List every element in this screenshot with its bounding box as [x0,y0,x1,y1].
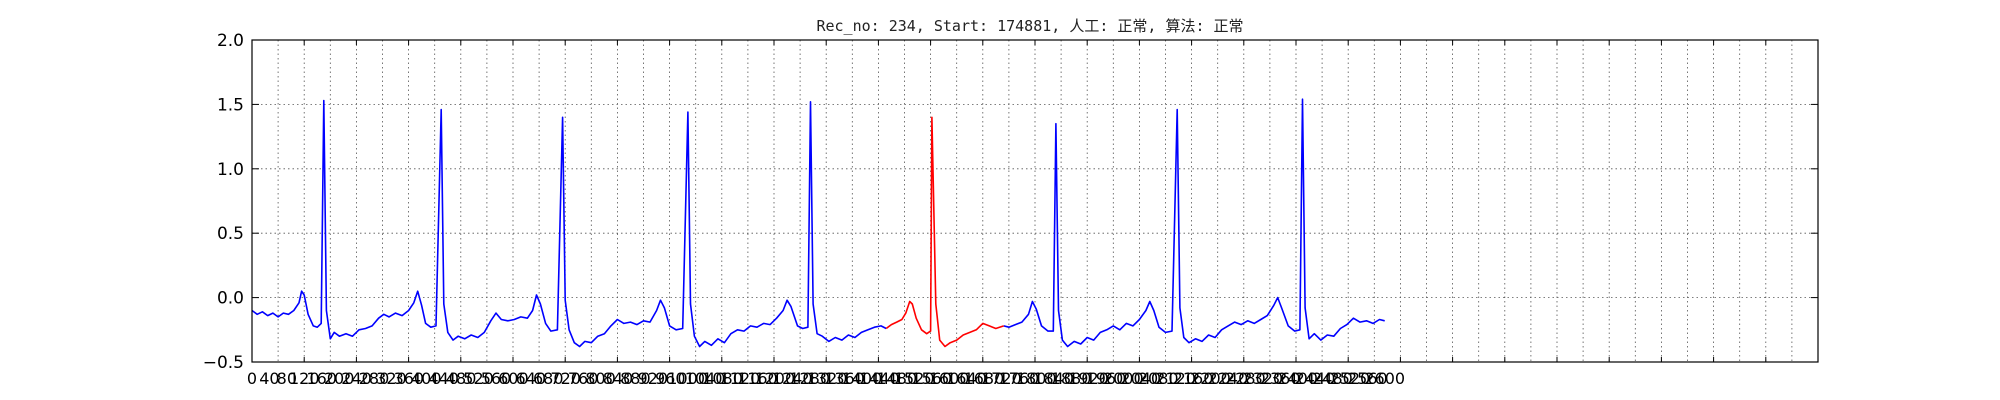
x-tick-label: 680 [533,369,564,388]
grid-lines [252,40,1818,362]
x-tick-label: 2600 [1364,369,1405,388]
highlighted-beat-trace [885,116,1004,348]
x-tick-label: 1920 [1068,369,1109,388]
x-tick-label: 1080 [702,369,743,388]
x-tick-label: 80 [277,369,297,388]
x-tick-label: 400 [411,369,442,388]
x-tick-label: 2120 [1155,369,1196,388]
x-tick-label: 2440 [1295,369,1336,388]
x-tick-label: 2080 [1138,369,1179,388]
y-tick-label: 0.0 [217,289,244,309]
x-tick-label: 2320 [1242,369,1283,388]
x-tick-label: 920 [638,369,669,388]
x-tick-label: 1640 [946,369,987,388]
x-tick-label: 1680 [964,369,1005,388]
x-tick-label: 40 [259,369,279,388]
signal-series [251,98,1385,348]
y-tick-label: 2.0 [217,31,244,51]
x-tick-label: 2280 [1225,369,1266,388]
x-tick-label: 1520 [894,369,935,388]
x-tick-label: 1200 [754,369,795,388]
y-tick-label: 0.5 [217,224,244,244]
x-tick-label: 1400 [842,369,883,388]
x-tick-label: 800 [585,369,616,388]
x-tick-label: 640 [516,369,547,388]
y-tick-label: 1.0 [217,160,244,180]
x-tick-label: 1440 [859,369,900,388]
x-tick-label: 160 [306,369,337,388]
x-tick-label: 2480 [1312,369,1353,388]
x-tick-label: 560 [481,369,512,388]
x-tick-label: 1160 [737,369,778,388]
x-tick-label: 480 [446,369,477,388]
x-tick-label: 840 [603,369,634,388]
x-tick-label: 760 [568,369,599,388]
x-tick-label: 2520 [1330,369,1371,388]
x-tick-label: 2360 [1260,369,1301,388]
x-tick-label: 1000 [667,369,708,388]
x-tick-label: 1480 [876,369,917,388]
x-tick-label: 1760 [998,369,1039,388]
x-tick-label: 360 [394,369,425,388]
x-tick-label: 320 [376,369,407,388]
x-tick-label: 280 [359,369,390,388]
x-tick-label: 2560 [1347,369,1388,388]
x-tick-label: 1240 [772,369,813,388]
x-tick-label: 1720 [981,369,1022,388]
x-tick-label: 1840 [1033,369,1074,388]
x-tick-label: 960 [655,369,686,388]
x-tick-label: 240 [341,369,372,388]
x-tick-label: 1600 [929,369,970,388]
normal-beat-trace [1003,98,1385,348]
x-axis: 0 408012016020024028032036040044048052056… [247,40,1819,388]
x-tick-label: 2400 [1277,369,1318,388]
x-tick-label: 2160 [1173,369,1214,388]
normal-beat-trace [251,99,887,348]
x-tick-label: 2000 [1103,369,1144,388]
x-tick-label: 2200 [1190,369,1231,388]
x-tick-label: 600 [498,369,529,388]
x-tick-label: 520 [463,369,494,388]
x-tick-label: 1320 [807,369,848,388]
x-tick-label: 1560 [911,369,952,388]
x-tick-label: 880 [620,369,651,388]
x-tick-label: 2240 [1208,369,1249,388]
chart-title: Rec_no: 234, Start: 174881, 人工: 正常, 算法: … [816,17,1243,35]
y-axis: 2.0 1.5 1.0 0.5 0.0 −0.5 [203,31,1818,373]
y-tick-label: 1.5 [217,95,244,115]
x-tick-label: 1040 [685,369,726,388]
x-tick-label: 1800 [1016,369,1057,388]
x-tick-label: 1280 [789,369,830,388]
x-tick-label: 1120 [720,369,761,388]
x-tick-label: 1880 [1051,369,1092,388]
x-tick-label: 2040 [1120,369,1161,388]
x-tick-label: 200 [324,369,355,388]
x-tick-label: 120 [289,369,320,388]
x-tick-label: 0 [247,369,257,388]
x-tick-label: 1360 [824,369,865,388]
x-tick-label: 440 [428,369,459,388]
y-tick-label: −0.5 [203,353,244,373]
x-tick-label: 1960 [1086,369,1127,388]
x-tick-label: 720 [550,369,581,388]
